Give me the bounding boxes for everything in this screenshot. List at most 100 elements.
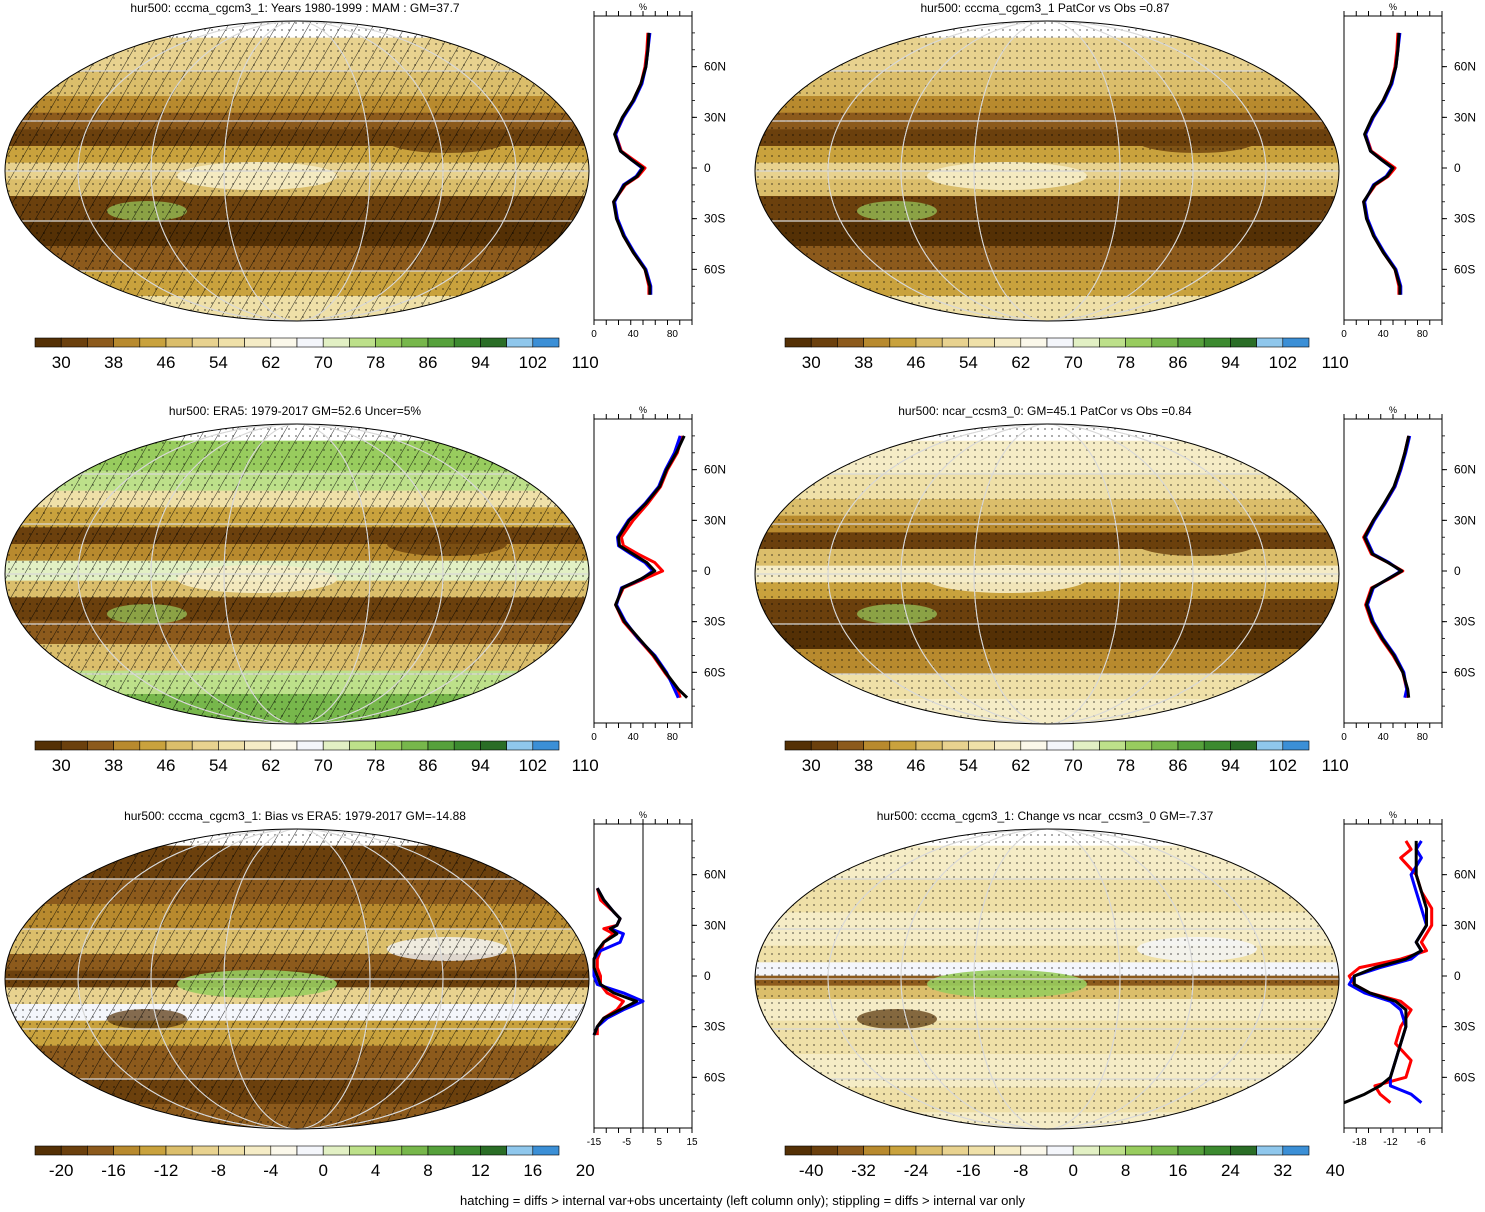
- colorbar-swatch: [296, 337, 324, 348]
- colorbar: 30 38 46 54 62 70 78 86 94 102 110: [784, 337, 1349, 372]
- profile-series-line: [592, 887, 638, 1036]
- colorbar-swatch: [218, 740, 245, 751]
- colorbar-label: 86: [1169, 756, 1188, 775]
- colorbar-swatch: [453, 337, 481, 348]
- colorbar-label: 16: [1169, 1161, 1188, 1180]
- colorbar-swatch: [915, 740, 943, 751]
- colorbar-label: 102: [519, 756, 547, 775]
- profile-lat-label: 60N: [704, 463, 726, 477]
- profile-lat-label: 30S: [704, 1020, 725, 1034]
- profile-xtick: 40: [628, 732, 640, 743]
- colorbar-swatch: [427, 740, 455, 751]
- colorbar-swatch: [244, 740, 272, 751]
- colorbar-swatch: [1072, 1145, 1100, 1156]
- profile-series-line: [1363, 435, 1411, 698]
- map-border: [754, 828, 1340, 1130]
- profile-unit: %: [639, 810, 647, 820]
- colorbar-label: 4: [371, 1161, 380, 1180]
- panel-title: hur500: ERA5: 1979-2017 GM=52.6 Uncer=5%: [168, 404, 422, 418]
- colorbar: 30 38 46 54 62 70 78 86 94 102 110: [784, 740, 1349, 775]
- profile-xtick: 0: [1341, 329, 1347, 340]
- colorbar-swatch: [1230, 740, 1257, 751]
- colorbar-label: -16: [956, 1161, 981, 1180]
- colorbar: 30 38 46 54 62 70 78 86 94 102 110: [34, 337, 599, 372]
- colorbar-label: 54: [209, 353, 228, 372]
- colorbar-swatch: [532, 740, 560, 751]
- colorbar-swatch: [480, 1145, 507, 1156]
- profile-series-line: [1343, 840, 1428, 1105]
- colorbar-label: 8: [423, 1161, 432, 1180]
- zonal-profile: % 0 40 80 60N 30N 0 30S 60S: [1341, 405, 1476, 743]
- colorbar-swatch: [1230, 1145, 1257, 1156]
- colorbar-label: 78: [366, 353, 385, 372]
- colorbar-label: 16: [523, 1161, 542, 1180]
- profile-lat-label: 60S: [1454, 1070, 1475, 1084]
- profile-xtick: -18: [1352, 1137, 1367, 1148]
- colorbar-swatch: [1282, 740, 1310, 751]
- colorbar-swatch: [34, 337, 62, 348]
- colorbar-swatch: [322, 1145, 350, 1156]
- colorbar-swatch: [218, 337, 245, 348]
- colorbar-label: 30: [52, 756, 71, 775]
- profile-lat-label: 30N: [704, 513, 726, 527]
- colorbar-swatch: [506, 1145, 534, 1156]
- colorbar-swatch: [165, 337, 193, 348]
- colorbar-swatch: [784, 1145, 812, 1156]
- profile-xtick: 40: [1378, 329, 1390, 340]
- zonal-profile: % 0 40 80 60N 30N 0 30S 60S: [591, 2, 726, 340]
- profile-lat-label: 60S: [704, 1070, 725, 1084]
- colorbar-swatch: [941, 1145, 969, 1156]
- map-field: [755, 829, 1339, 1129]
- colorbar-swatch: [1203, 1145, 1231, 1156]
- map-border: [4, 828, 590, 1130]
- colorbar-label: 0: [318, 1161, 327, 1180]
- colorbar-swatch: [837, 740, 864, 751]
- zonal-profile: % 0 40 80 60N 30N 0 30S 60S: [1341, 2, 1476, 340]
- colorbar-swatch: [244, 1145, 272, 1156]
- colorbar-swatch: [1256, 337, 1284, 348]
- colorbar-swatch: [837, 337, 864, 348]
- profile-lat-label: 0: [704, 161, 711, 175]
- colorbar-swatch: [889, 337, 917, 348]
- colorbar-swatch: [322, 337, 350, 348]
- colorbar-swatch: [349, 337, 376, 348]
- panel-graphics-p1: 30 38 46 54 62 70 78 86 94 102 110% 0 40 80 60N 30N 0 30S…: [4, 2, 726, 372]
- map-field: [5, 21, 589, 321]
- profile-lat-label: 30S: [1454, 1020, 1475, 1034]
- colorbar-label: 70: [314, 353, 333, 372]
- colorbar-label: 78: [1116, 353, 1135, 372]
- colorbar-label: 62: [261, 353, 280, 372]
- colorbar-swatch: [401, 337, 429, 348]
- map-border: [754, 20, 1340, 322]
- colorbar-swatch: [191, 1145, 219, 1156]
- colorbar-label: 38: [104, 756, 123, 775]
- panel-graphics-p5: -20 -16 -12 -8 -4 0 4 8 12 16 20% -15 -5 5 15 60N 30N 0 30…: [4, 810, 726, 1180]
- colorbar-label: 94: [471, 756, 490, 775]
- colorbar-swatch: [139, 740, 167, 751]
- colorbar-swatch: [60, 1145, 88, 1156]
- colorbar-label: 12: [471, 1161, 490, 1180]
- colorbar-swatch: [375, 740, 403, 751]
- profile-lat-label: 30N: [704, 110, 726, 124]
- colorbar-swatch: [244, 337, 272, 348]
- colorbar-label: 78: [366, 756, 385, 775]
- colorbar-label: -24: [904, 1161, 929, 1180]
- colorbar-swatch: [1282, 1145, 1310, 1156]
- profile-lat-label: 30N: [704, 918, 726, 932]
- colorbar-swatch: [480, 337, 507, 348]
- colorbar-label: 38: [854, 353, 873, 372]
- colorbar-label: -8: [1013, 1161, 1028, 1180]
- colorbar-swatch: [1046, 337, 1074, 348]
- map-field: [755, 424, 1339, 724]
- colorbar-swatch: [1151, 1145, 1179, 1156]
- colorbar-label: 46: [907, 353, 926, 372]
- panel-graphics-p3: 30 38 46 54 62 70 78 86 94 102 110% 0 40 80 60N 30N 0 30S…: [4, 405, 726, 775]
- profile-lat-label: 0: [704, 564, 711, 578]
- profile-unit: %: [639, 2, 647, 12]
- colorbar-swatch: [113, 1145, 141, 1156]
- colorbar-swatch: [1099, 337, 1126, 348]
- colorbar-label: 30: [52, 353, 71, 372]
- colorbar-swatch: [532, 337, 560, 348]
- colorbar-swatch: [1099, 740, 1126, 751]
